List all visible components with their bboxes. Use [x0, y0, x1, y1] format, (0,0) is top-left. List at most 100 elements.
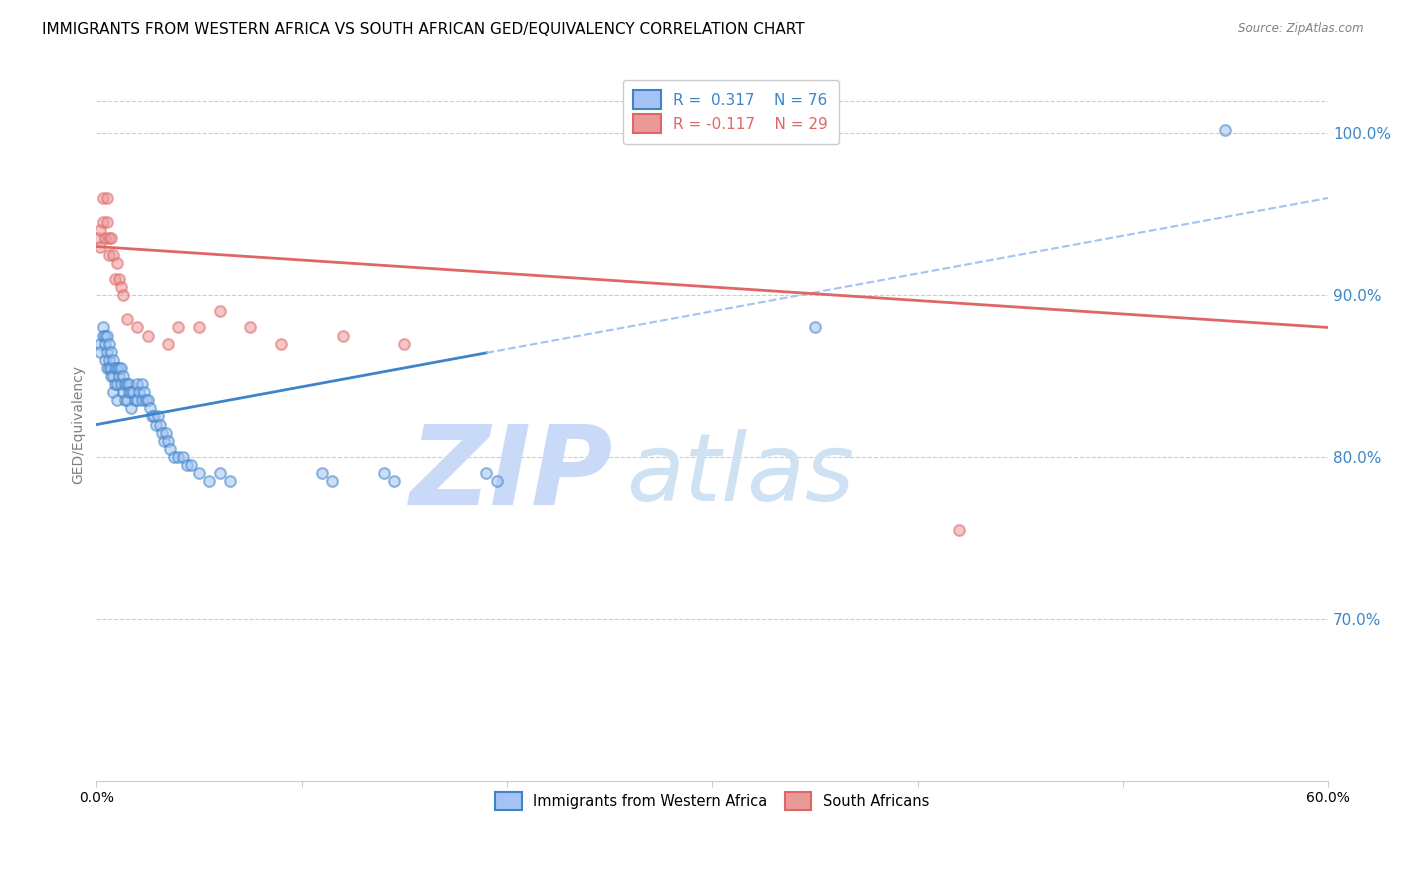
- Point: [89, 344, 111, 359]
- Legend: Immigrants from Western Africa, South Africans: Immigrants from Western Africa, South Af…: [489, 787, 935, 816]
- Text: ZIP: ZIP: [411, 421, 613, 528]
- Point: [142, 409, 165, 424]
- Point: [136, 328, 159, 343]
- Point: [112, 385, 135, 400]
- Point: [136, 393, 159, 408]
- Point: [167, 320, 190, 334]
- Point: [108, 360, 131, 375]
- Point: [188, 320, 211, 334]
- Point: [100, 231, 122, 245]
- Point: [127, 377, 149, 392]
- Point: [141, 409, 163, 424]
- Point: [96, 360, 118, 375]
- Point: [97, 336, 120, 351]
- Point: [91, 320, 114, 334]
- Point: [93, 352, 115, 367]
- Point: [93, 336, 115, 351]
- Point: [145, 417, 167, 432]
- Point: [115, 393, 138, 408]
- Point: [91, 328, 114, 343]
- Point: [131, 393, 153, 408]
- Point: [239, 320, 262, 334]
- Point: [146, 409, 169, 424]
- Point: [150, 425, 173, 440]
- Point: [122, 385, 145, 400]
- Point: [218, 474, 240, 488]
- Point: [105, 377, 128, 392]
- Point: [115, 377, 138, 392]
- Point: [153, 434, 176, 448]
- Point: [108, 369, 131, 384]
- Point: [97, 231, 120, 245]
- Point: [270, 336, 292, 351]
- Point: [373, 466, 395, 480]
- Point: [104, 272, 127, 286]
- Point: [110, 360, 132, 375]
- Point: [155, 425, 177, 440]
- Point: [382, 474, 405, 488]
- Point: [97, 247, 120, 261]
- Point: [127, 393, 149, 408]
- Point: [91, 191, 114, 205]
- Point: [110, 280, 132, 294]
- Point: [89, 239, 111, 253]
- Point: [172, 450, 194, 464]
- Point: [198, 474, 221, 488]
- Text: atlas: atlas: [626, 429, 855, 520]
- Point: [101, 247, 124, 261]
- Point: [167, 450, 190, 464]
- Point: [132, 385, 155, 400]
- Point: [100, 369, 122, 384]
- Point: [485, 474, 508, 488]
- Point: [96, 328, 118, 343]
- Point: [176, 458, 198, 472]
- Point: [321, 474, 343, 488]
- Point: [91, 215, 114, 229]
- Point: [105, 256, 128, 270]
- Point: [89, 223, 111, 237]
- Point: [104, 377, 127, 392]
- Point: [100, 360, 122, 375]
- Text: IMMIGRANTS FROM WESTERN AFRICA VS SOUTH AFRICAN GED/EQUIVALENCY CORRELATION CHAR: IMMIGRANTS FROM WESTERN AFRICA VS SOUTH …: [42, 22, 804, 37]
- Point: [120, 385, 142, 400]
- Point: [101, 352, 124, 367]
- Text: Source: ZipAtlas.com: Source: ZipAtlas.com: [1239, 22, 1364, 36]
- Point: [89, 336, 111, 351]
- Point: [138, 401, 160, 416]
- Point: [93, 328, 115, 343]
- Point: [163, 450, 186, 464]
- Point: [108, 272, 131, 286]
- Point: [157, 336, 180, 351]
- Point: [394, 336, 416, 351]
- Point: [149, 417, 172, 432]
- Point: [180, 458, 202, 472]
- Point: [157, 434, 180, 448]
- Point: [475, 466, 498, 480]
- Point: [135, 393, 157, 408]
- Point: [208, 304, 231, 318]
- Point: [127, 320, 149, 334]
- Point: [112, 288, 135, 302]
- Point: [131, 377, 153, 392]
- Point: [114, 377, 136, 392]
- Point: [97, 352, 120, 367]
- Point: [120, 401, 142, 416]
- Point: [114, 393, 136, 408]
- Point: [104, 360, 127, 375]
- Point: [804, 320, 827, 334]
- Point: [101, 369, 124, 384]
- Point: [124, 393, 146, 408]
- Point: [96, 344, 118, 359]
- Point: [948, 523, 970, 537]
- Point: [100, 344, 122, 359]
- Point: [87, 231, 110, 245]
- Point: [112, 369, 135, 384]
- Point: [159, 442, 181, 456]
- Point: [93, 231, 115, 245]
- Point: [115, 312, 138, 326]
- Point: [97, 360, 120, 375]
- Point: [1215, 123, 1237, 137]
- Point: [96, 191, 118, 205]
- Point: [105, 393, 128, 408]
- Point: [311, 466, 333, 480]
